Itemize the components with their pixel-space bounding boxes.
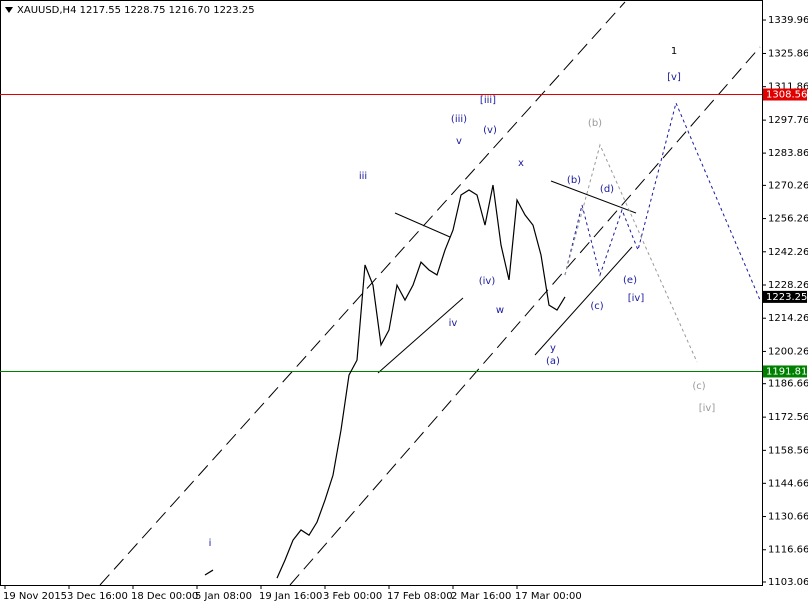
trend-line xyxy=(394,212,451,238)
wave-label: v xyxy=(456,136,462,147)
projection xyxy=(564,101,761,301)
wave-label: iv xyxy=(449,318,458,329)
y-tick-label: 1256.26 xyxy=(768,214,808,225)
y-tick-label: 1242.26 xyxy=(768,247,808,258)
y-tick-label: 1186.66 xyxy=(768,379,808,390)
wave-label: i xyxy=(209,538,212,549)
plot-frame xyxy=(0,0,763,586)
wave-label: (c) xyxy=(692,381,705,392)
y-tick-label: 1200.26 xyxy=(768,346,808,357)
drawings xyxy=(99,1,761,586)
price-label-box xyxy=(763,88,807,101)
trend-line xyxy=(534,246,633,356)
price-label-box xyxy=(763,365,807,378)
y-tick-label: 1270.26 xyxy=(768,180,808,191)
wave-label: [iii] xyxy=(480,95,496,106)
price-label: 1308.56 xyxy=(766,90,807,101)
y-tick-label: 1116.66 xyxy=(768,545,808,556)
wave-label: [iv] xyxy=(699,403,716,414)
trend-line xyxy=(550,180,637,214)
wave-label: (b) xyxy=(567,175,581,186)
projection xyxy=(564,143,698,363)
price-line xyxy=(204,184,566,579)
x-tick-label: 5 Jan 08:00 xyxy=(195,591,252,602)
wave-label: [v] xyxy=(667,72,681,83)
x-tick-label: 19 Nov 2015 xyxy=(3,591,67,602)
wave-label: (iv) xyxy=(479,276,496,287)
y-tick-label: 1158.56 xyxy=(768,445,808,456)
channel-line xyxy=(289,46,761,586)
wave-label: (e) xyxy=(623,275,637,286)
y-tick-label: 1297.76 xyxy=(768,115,808,126)
wave-label: (a) xyxy=(546,356,560,367)
y-tick-label: 1214.26 xyxy=(768,313,808,324)
wave-label: (b) xyxy=(588,118,602,129)
menu-icon xyxy=(5,7,13,13)
price-label: 1223.25 xyxy=(766,292,807,303)
price-label-box xyxy=(763,290,807,303)
wave-label: [iv] xyxy=(628,293,645,304)
y-tick-label: 1228.26 xyxy=(768,280,808,291)
y-tick-label: 1283.86 xyxy=(768,148,808,159)
x-tick-label: 3 Dec 16:00 xyxy=(67,591,128,602)
x-tick-label: 17 Mar 00:00 xyxy=(515,591,582,602)
x-tick-label: 17 Feb 08:00 xyxy=(387,591,453,602)
wave-label: (c) xyxy=(590,301,603,312)
wave-label: (d) xyxy=(600,184,614,195)
y-tick-label: 1172.56 xyxy=(768,412,808,423)
trend-line xyxy=(377,297,464,374)
wave-label: x xyxy=(518,158,524,169)
wave-label: (iii) xyxy=(451,114,467,125)
wave-label: (v) xyxy=(483,125,497,136)
wave-label: w xyxy=(496,305,504,316)
y-tick-label: 1103.06 xyxy=(768,577,808,588)
wave-label: 1 xyxy=(671,46,677,57)
x-tick-label: 19 Jan 16:00 xyxy=(259,591,322,602)
y-tick-label: 1144.66 xyxy=(768,478,808,489)
x-tick-label: 3 Feb 00:00 xyxy=(323,591,382,602)
price-label: 1191.81 xyxy=(766,366,807,377)
wave-label: y xyxy=(550,343,556,354)
y-tick-label: 1339.96 xyxy=(768,15,808,26)
channel-line xyxy=(99,1,626,586)
y-tick-label: 1311.86 xyxy=(768,82,808,93)
x-tick-label: 2 Mar 16:00 xyxy=(451,591,511,602)
y-tick-label: 1130.66 xyxy=(768,512,808,523)
y-tick-label: 1325.86 xyxy=(768,48,808,59)
wave-label: iii xyxy=(359,171,367,182)
x-tick-label: 18 Dec 00:00 xyxy=(131,591,198,602)
chart-title: XAUUSD,H4 1217.55 1228.75 1216.70 1223.2… xyxy=(17,5,255,16)
